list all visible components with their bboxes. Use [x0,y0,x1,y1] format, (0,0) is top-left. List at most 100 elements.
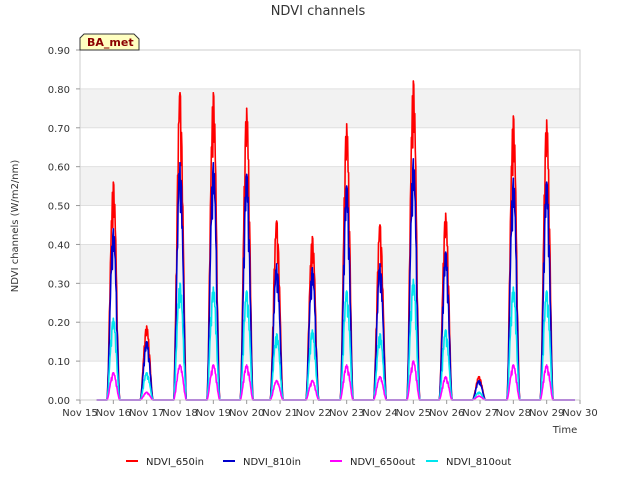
legend-label: NDVI_810out [446,457,511,468]
badge: BA_met [79,33,140,51]
y-tick-label: 0.90 [48,46,70,57]
data-point-NDVI_810in [345,185,348,187]
data-point-NDVI_650out [412,360,415,362]
data-point-NDVI_810out [444,329,447,331]
data-point-NDVI_810in [112,228,115,230]
data-point-NDVI_810out [212,286,215,289]
data-point-NDVI_650in [275,220,278,222]
x-axis-title: Time [552,425,577,436]
y-tick-label: 0.30 [48,279,70,290]
x-tick-label: Nov 17 [129,408,164,419]
grid-band [80,50,580,89]
x-tick-label: Nov 21 [262,408,297,419]
x-tick-label: Nov 27 [462,408,497,419]
badge-box [79,33,140,51]
data-point-NDVI_810out [245,290,248,292]
x-tick-label: Nov 26 [429,408,464,419]
x-tick-label: Nov 20 [229,408,264,419]
legend-label: NDVI_650out [350,457,415,468]
data-point-NDVI_650out [545,364,548,366]
data-point-NDVI_810in [311,266,314,269]
data-point-NDVI_810in [512,177,515,180]
badge-label: BA_met [87,36,134,49]
x-tick-label: Nov 29 [529,408,564,419]
y-axis-title: NDVI channels (W/m2/nm) [10,160,21,293]
data-point-NDVI_810out [512,286,515,289]
y-tick-label: 0.20 [48,318,70,329]
data-point-NDVI_650out [478,395,480,397]
y-tick-label: 0.60 [48,163,70,174]
data-point-NDVI_650out [212,364,215,366]
data-point-NDVI_650in [345,123,348,125]
grid-band [80,166,580,206]
data-point-NDVI_650out [345,364,348,366]
data-point-NDVI_650in [545,119,548,121]
data-point-NDVI_650in [412,80,415,82]
data-point-NDVI_810out [412,278,415,281]
data-point-NDVI_810out [545,290,548,292]
y-tick-label: 0.70 [48,124,70,135]
data-point-NDVI_650out [112,371,115,374]
grid-band [80,205,580,245]
data-point-NDVI_650out [145,391,148,394]
data-point-NDVI_650in [311,235,314,238]
y-tick-label: 0.50 [48,202,70,213]
data-point-NDVI_650in [212,91,215,94]
y-tick-label: 0.00 [48,396,70,407]
x-tick-label: Nov 23 [329,408,364,419]
data-point-NDVI_650out [444,375,447,378]
data-point-NDVI_810out [311,329,314,331]
data-point-NDVI_810in [275,263,278,265]
data-point-NDVI_810in [545,181,548,184]
x-tick-label: Nov 28 [496,408,531,419]
y-tick-label: 0.80 [48,85,70,96]
data-point-NDVI_810out [379,333,381,335]
y-tick-label: 0.10 [48,357,70,368]
data-point-NDVI_650out [512,364,515,366]
y-tick-label: 0.40 [48,240,70,251]
data-point-NDVI_650in [512,115,515,117]
data-point-NDVI_650in [379,224,381,226]
x-tick-label: Nov 18 [162,408,197,419]
grid-band [80,244,580,284]
grid-bands [80,50,580,400]
data-point-NDVI_810in [379,263,381,265]
data-point-NDVI_650out [311,379,314,382]
data-point-NDVI_810out [478,391,480,394]
data-point-NDVI_810in [478,379,480,382]
data-point-NDVI_650out [245,364,248,366]
data-point-NDVI_650out [379,375,381,378]
grid-band [80,283,580,323]
data-point-NDVI_810out [112,317,115,320]
x-tick-label: Nov 15 [62,408,97,419]
chart-title: NDVI channels [271,4,366,19]
data-point-NDVI_650in [179,91,181,94]
grid-band [80,322,580,362]
data-point-NDVI_650in [145,325,148,327]
data-point-NDVI_650out [275,379,278,382]
legend-label: NDVI_650in [146,457,204,468]
data-point-NDVI_810in [412,158,415,160]
data-point-NDVI_810out [275,333,278,335]
x-tick-label: Nov 19 [196,408,231,419]
x-tick-label: Nov 30 [562,408,597,419]
legend: NDVI_650in NDVI_810in NDVI_650out NDVI_810o… [126,457,511,468]
legend-label: NDVI_810in [243,457,301,468]
data-point-NDVI_810in [444,251,447,254]
data-point-NDVI_650out [179,364,181,366]
data-point-NDVI_650in [245,107,248,110]
data-point-NDVI_810out [179,282,181,285]
x-tick-label: Nov 16 [96,408,131,419]
data-point-NDVI_810out [145,371,148,374]
plot-frame [79,49,581,401]
grid-band [80,361,580,400]
data-point-NDVI_650in [444,212,447,215]
x-tick-label: Nov 25 [396,408,431,419]
data-point-NDVI_650in [112,181,115,184]
grid-band [80,127,580,167]
data-point-NDVI_810in [212,161,215,164]
data-point-NDVI_810in [245,173,248,176]
grid-band [80,88,580,128]
